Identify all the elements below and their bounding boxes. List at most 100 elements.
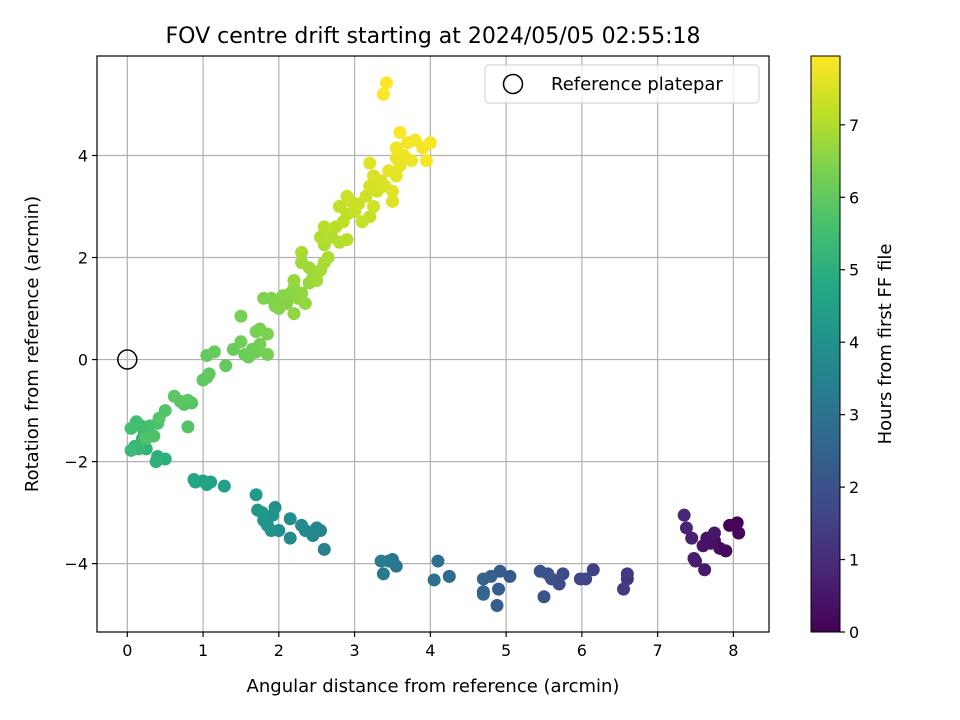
x-tick-label: 2	[274, 641, 284, 660]
y-axis-ticks: −4 −2 0 2 4	[64, 146, 97, 574]
data-point	[340, 233, 354, 247]
y-tick-label: −4	[64, 555, 88, 574]
reference-platepar-marker	[117, 349, 138, 370]
data-point	[298, 296, 312, 310]
data-point	[679, 521, 693, 535]
colorbar-tick-label: 4	[849, 333, 859, 352]
data-point	[340, 189, 354, 203]
colorbar-tick-label: 6	[849, 188, 859, 207]
x-tick-label: 1	[198, 641, 208, 660]
x-tick-label: 6	[577, 641, 587, 660]
data-point	[367, 169, 381, 183]
data-point	[379, 76, 393, 90]
data-point	[423, 136, 437, 150]
data-point	[586, 563, 600, 577]
data-point	[374, 554, 388, 568]
data-point	[385, 194, 399, 208]
y-tick-label: −2	[64, 453, 88, 472]
x-tick-label: 5	[501, 641, 511, 660]
data-point	[723, 518, 737, 532]
x-axis-ticks: 0 1 2 3 4 5 6 7 8	[122, 632, 738, 660]
data-point	[181, 420, 195, 434]
colorbar-tick-label: 7	[849, 116, 859, 135]
data-point	[376, 87, 390, 101]
data-point	[389, 169, 403, 183]
data-point	[283, 512, 297, 526]
data-point	[310, 273, 324, 287]
x-tick-label: 4	[425, 641, 435, 660]
data-point	[283, 531, 297, 545]
data-point	[295, 245, 309, 259]
data-points	[124, 76, 746, 612]
data-point	[363, 156, 377, 170]
legend-entry-reference-platepar: Reference platepar	[551, 74, 723, 95]
data-point	[253, 337, 267, 351]
data-point	[537, 590, 551, 604]
data-point	[260, 327, 274, 341]
data-point	[427, 573, 441, 587]
y-axis-label: Rotation from reference (arcmin)	[22, 196, 43, 492]
data-point	[573, 572, 587, 586]
data-point	[332, 200, 346, 214]
x-tick-label: 0	[122, 641, 132, 660]
data-point	[385, 184, 399, 198]
x-tick-label: 8	[728, 641, 738, 660]
data-point	[202, 367, 216, 381]
data-point	[490, 598, 504, 612]
chart-title: FOV centre drift starting at 2024/05/05 …	[166, 24, 701, 49]
data-point	[404, 154, 418, 168]
colorbar-ticks: 0 1 2 3 4 5 6 7	[840, 116, 859, 642]
data-point	[217, 479, 231, 493]
colorbar-tick-label: 0	[849, 623, 859, 642]
data-point	[707, 526, 721, 540]
data-point	[234, 335, 248, 349]
data-point	[249, 488, 263, 502]
data-point	[617, 582, 631, 596]
data-point	[363, 210, 377, 224]
data-point	[685, 531, 699, 545]
data-point	[431, 554, 445, 568]
data-point	[287, 307, 301, 321]
data-point	[219, 359, 233, 373]
data-point	[420, 154, 434, 168]
data-point	[313, 230, 327, 244]
data-point	[677, 508, 691, 522]
colorbar	[810, 55, 841, 633]
data-point	[124, 421, 138, 435]
data-point	[295, 518, 309, 532]
data-point	[124, 443, 138, 457]
data-point	[367, 200, 381, 214]
legend-marker-icon	[502, 73, 524, 95]
data-point	[393, 126, 407, 140]
data-point	[302, 261, 316, 275]
data-point	[251, 503, 265, 517]
data-point	[317, 542, 331, 556]
colorbar-tick-label: 3	[849, 406, 859, 425]
data-point	[476, 587, 490, 601]
colorbar-tick-label: 1	[849, 551, 859, 570]
data-point	[698, 563, 712, 577]
data-point	[442, 569, 456, 583]
data-point	[139, 432, 153, 446]
data-point	[187, 472, 201, 486]
data-point	[295, 286, 309, 300]
data-point	[732, 526, 746, 540]
data-point	[389, 141, 403, 155]
data-point	[234, 309, 248, 323]
data-point	[363, 179, 377, 193]
data-point	[376, 567, 390, 581]
plot-frame	[96, 55, 770, 633]
y-tick-label: 2	[78, 249, 88, 268]
data-point	[152, 411, 166, 425]
data-point	[149, 455, 163, 469]
y-tick-label: 4	[78, 146, 88, 165]
data-point	[287, 273, 301, 287]
colorbar-label: Hours from first FF file	[875, 244, 896, 445]
data-point	[359, 189, 373, 203]
data-point	[696, 539, 710, 553]
data-point	[533, 564, 547, 578]
data-point	[687, 552, 701, 566]
data-point	[167, 389, 181, 403]
data-point	[620, 567, 634, 581]
